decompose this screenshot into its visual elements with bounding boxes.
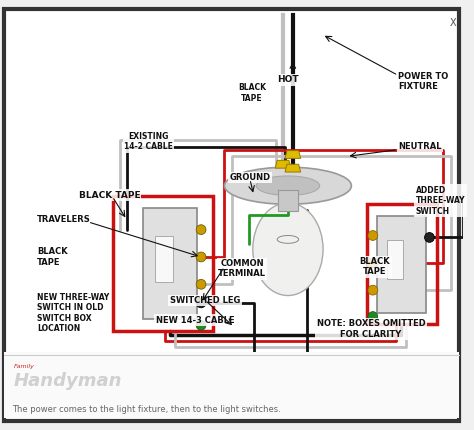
Text: X: X xyxy=(449,18,456,28)
FancyBboxPatch shape xyxy=(4,352,459,418)
Text: NEW THREE-WAY
SWITCH IN OLD
SWITCH BOX
LOCATION: NEW THREE-WAY SWITCH IN OLD SWITCH BOX L… xyxy=(37,293,109,333)
Circle shape xyxy=(368,258,378,268)
Text: EXISTING
14-2 CABLE: EXISTING 14-2 CABLE xyxy=(124,132,173,151)
Circle shape xyxy=(368,230,378,240)
Text: SWITCHED LEG: SWITCHED LEG xyxy=(170,296,240,305)
Text: BLACK
TAPE: BLACK TAPE xyxy=(359,257,390,276)
FancyBboxPatch shape xyxy=(4,9,459,421)
Polygon shape xyxy=(275,160,291,168)
Text: Family: Family xyxy=(14,364,35,369)
Circle shape xyxy=(196,298,206,308)
Text: TRAVELERS: TRAVELERS xyxy=(37,215,91,224)
Ellipse shape xyxy=(253,203,323,295)
Text: BLACK
TAPE: BLACK TAPE xyxy=(37,247,68,267)
Circle shape xyxy=(196,225,206,234)
FancyBboxPatch shape xyxy=(155,237,173,283)
Circle shape xyxy=(196,320,206,330)
FancyBboxPatch shape xyxy=(377,216,426,313)
Text: NEW 14-3 CABLE: NEW 14-3 CABLE xyxy=(156,316,235,325)
Polygon shape xyxy=(285,150,301,158)
Circle shape xyxy=(196,280,206,289)
Circle shape xyxy=(368,312,378,321)
Text: POWER TO
FIXTURE: POWER TO FIXTURE xyxy=(398,71,448,91)
FancyBboxPatch shape xyxy=(278,190,298,211)
Text: NEUTRAL: NEUTRAL xyxy=(398,142,442,151)
Circle shape xyxy=(196,252,206,262)
Circle shape xyxy=(425,233,434,243)
Text: The power comes to the light fixture, then to the light switches.: The power comes to the light fixture, th… xyxy=(12,405,281,415)
Circle shape xyxy=(368,285,378,295)
Text: HOT: HOT xyxy=(277,75,299,84)
FancyBboxPatch shape xyxy=(143,208,197,319)
Ellipse shape xyxy=(256,176,319,196)
Text: Handyman: Handyman xyxy=(14,372,122,390)
Text: GROUND: GROUND xyxy=(229,173,271,182)
Text: COMMON
TERMINAL: COMMON TERMINAL xyxy=(218,259,266,278)
Ellipse shape xyxy=(225,167,351,204)
Polygon shape xyxy=(285,164,301,172)
FancyBboxPatch shape xyxy=(387,240,403,280)
Text: ADDED
THREE-WAY
SWITCH: ADDED THREE-WAY SWITCH xyxy=(416,186,465,215)
Text: BLACK TAPE: BLACK TAPE xyxy=(79,190,140,200)
Text: NOTE: BOXES OMITTED
FOR CLARITY: NOTE: BOXES OMITTED FOR CLARITY xyxy=(317,319,425,339)
Text: BLACK
TAPE: BLACK TAPE xyxy=(238,83,266,103)
